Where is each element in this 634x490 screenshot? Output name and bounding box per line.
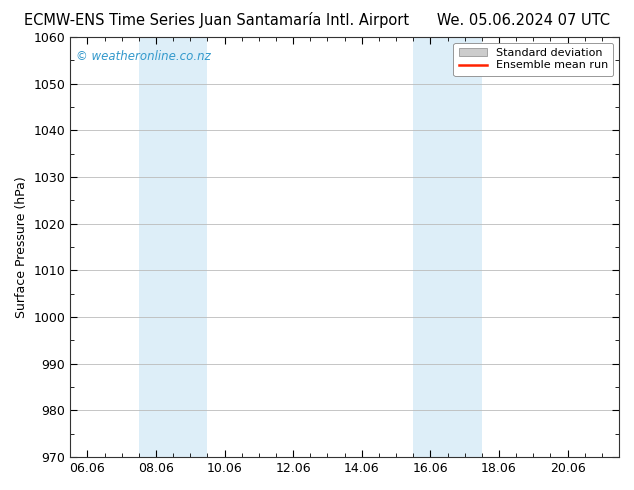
Text: © weatheronline.co.nz: © weatheronline.co.nz <box>76 50 210 63</box>
Bar <box>413 37 482 457</box>
Bar <box>139 37 207 457</box>
Legend: Standard deviation, Ensemble mean run: Standard deviation, Ensemble mean run <box>453 43 614 76</box>
Text: ECMW-ENS Time Series Juan Santamaría Intl. Airport      We. 05.06.2024 07 UTC: ECMW-ENS Time Series Juan Santamaría Int… <box>24 12 610 28</box>
Y-axis label: Surface Pressure (hPa): Surface Pressure (hPa) <box>15 176 28 318</box>
